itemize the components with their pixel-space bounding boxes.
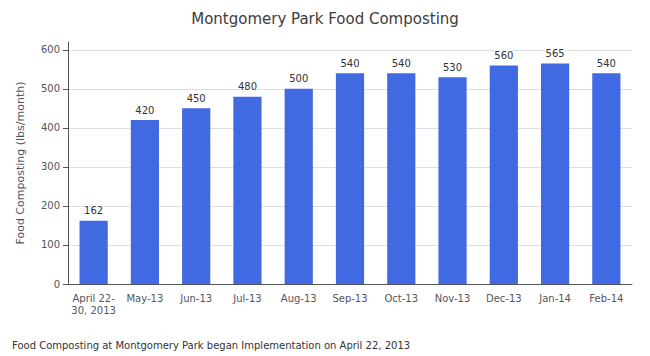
svg-text:560: 560 xyxy=(494,50,513,61)
svg-text:162: 162 xyxy=(84,205,103,216)
svg-text:April 22-: April 22- xyxy=(72,293,115,304)
svg-text:200: 200 xyxy=(41,200,60,211)
svg-text:Food Composting at Montgomery: Food Composting at Montgomery Park began… xyxy=(12,340,410,351)
svg-text:Montgomery Park Food Compostin: Montgomery Park Food Composting xyxy=(191,10,459,28)
svg-text:Nov-13: Nov-13 xyxy=(435,293,471,304)
svg-text:Jan-14: Jan-14 xyxy=(538,293,571,304)
svg-text:May-13: May-13 xyxy=(126,293,163,304)
svg-text:600: 600 xyxy=(41,44,60,55)
svg-text:Sep-13: Sep-13 xyxy=(332,293,367,304)
svg-text:450: 450 xyxy=(187,93,206,104)
svg-text:540: 540 xyxy=(340,58,359,69)
svg-text:540: 540 xyxy=(392,58,411,69)
svg-text:420: 420 xyxy=(135,105,154,116)
svg-text:400: 400 xyxy=(41,122,60,133)
svg-text:565: 565 xyxy=(546,48,565,59)
svg-text:Food Composting (lbs/month): Food Composting (lbs/month) xyxy=(14,81,27,244)
svg-text:Jul-13: Jul-13 xyxy=(232,293,261,304)
svg-text:500: 500 xyxy=(289,73,308,84)
svg-text:100: 100 xyxy=(41,239,60,250)
svg-text:Jun-13: Jun-13 xyxy=(179,293,212,304)
svg-text:Oct-13: Oct-13 xyxy=(384,293,418,304)
svg-text:30, 2013: 30, 2013 xyxy=(71,305,116,316)
svg-text:300: 300 xyxy=(41,161,60,172)
svg-text:540: 540 xyxy=(597,58,616,69)
svg-text:530: 530 xyxy=(443,62,462,73)
svg-text:0: 0 xyxy=(54,279,60,290)
svg-text:500: 500 xyxy=(41,83,60,94)
svg-text:480: 480 xyxy=(238,81,257,92)
svg-text:Aug-13: Aug-13 xyxy=(281,293,317,304)
svg-text:Feb-14: Feb-14 xyxy=(589,293,623,304)
svg-text:Dec-13: Dec-13 xyxy=(486,293,522,304)
